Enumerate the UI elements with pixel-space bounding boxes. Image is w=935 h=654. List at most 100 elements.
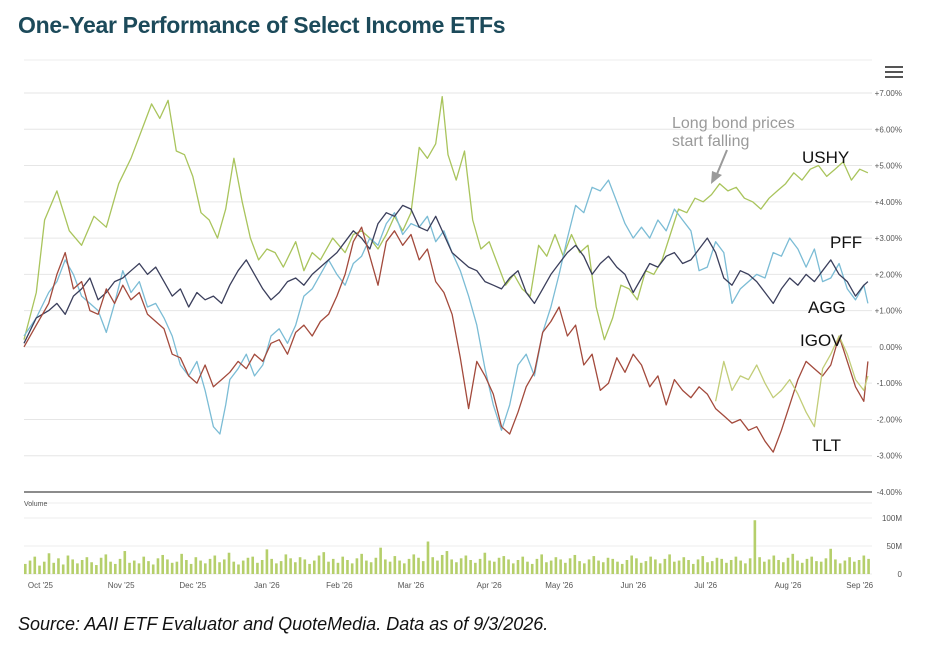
volume-bar bbox=[275, 563, 278, 574]
volume-bar bbox=[156, 558, 160, 574]
volume-bar bbox=[222, 559, 226, 574]
volume-bar bbox=[341, 556, 345, 574]
volume-bar bbox=[526, 561, 529, 574]
volume-bar bbox=[90, 562, 93, 574]
volume-bar bbox=[336, 562, 340, 574]
volume-bar bbox=[289, 558, 292, 574]
volume-bar bbox=[114, 563, 117, 574]
series-label-agg: AGG bbox=[808, 298, 846, 317]
volume-bar bbox=[663, 558, 667, 574]
volume-bar bbox=[227, 552, 231, 574]
volume-bar bbox=[199, 560, 202, 574]
volume-bar bbox=[478, 558, 482, 574]
volume-bar bbox=[521, 556, 525, 574]
volume-bar bbox=[687, 560, 690, 574]
volume-bar bbox=[360, 553, 363, 574]
volume-bar bbox=[649, 556, 652, 574]
volume-bar bbox=[384, 559, 387, 574]
x-tick-label: Jul '26 bbox=[694, 581, 717, 590]
volume-bar bbox=[758, 557, 761, 574]
volume-bar bbox=[450, 559, 453, 574]
volume-bar bbox=[729, 560, 733, 574]
volume-bar bbox=[739, 560, 742, 574]
volume-bar bbox=[308, 563, 311, 574]
volume-bar bbox=[128, 562, 131, 574]
volume-bar bbox=[625, 560, 629, 574]
volume-tick-label: 0 bbox=[898, 570, 903, 579]
volume-bar bbox=[834, 559, 837, 574]
volume-bar bbox=[516, 560, 520, 574]
y-tick-label: -3.00% bbox=[877, 452, 902, 461]
chart-menu-icon[interactable] bbox=[884, 64, 904, 80]
volume-bar bbox=[189, 563, 193, 574]
volume-bar bbox=[52, 562, 56, 574]
volume-bar bbox=[786, 557, 790, 574]
volume-bar bbox=[715, 557, 719, 574]
annotation-arrow-head bbox=[711, 171, 722, 184]
x-tick-label: Feb '26 bbox=[326, 581, 353, 590]
volume-bar bbox=[824, 558, 828, 574]
volume-bar bbox=[578, 561, 581, 574]
volume-bar bbox=[379, 547, 382, 574]
volume-bar bbox=[725, 562, 728, 574]
volume-bar bbox=[734, 556, 738, 574]
series-label-igov: IGOV bbox=[800, 331, 843, 350]
volume-bar bbox=[95, 565, 98, 574]
volume-bar bbox=[350, 563, 354, 574]
volume-bar bbox=[213, 555, 217, 574]
y-tick-label: -2.00% bbox=[877, 415, 902, 424]
series-line-agg bbox=[23, 204, 869, 344]
annotation-line-1: Long bond prices bbox=[672, 115, 795, 132]
volume-bar bbox=[464, 555, 468, 574]
volume-bar bbox=[568, 558, 572, 574]
volume-bar bbox=[402, 563, 406, 574]
volume-bar bbox=[767, 559, 771, 574]
volume-bar bbox=[530, 563, 534, 574]
volume-bar bbox=[132, 560, 136, 574]
volume-bar bbox=[583, 563, 586, 574]
annotation-line-2: start falling bbox=[672, 133, 749, 150]
y-tick-label: +5.00% bbox=[875, 162, 902, 171]
volume-bar bbox=[431, 557, 435, 574]
volume-label: Volume bbox=[24, 501, 47, 508]
y-tick-label: +6.00% bbox=[875, 125, 902, 134]
volume-bar bbox=[185, 560, 188, 574]
volume-bar bbox=[455, 562, 458, 574]
volume-bar bbox=[791, 553, 795, 574]
x-tick-label: Nov '25 bbox=[108, 581, 135, 590]
volume-bar bbox=[639, 562, 643, 574]
volume-bar bbox=[853, 561, 856, 574]
volume-bar bbox=[606, 557, 610, 574]
volume-bar bbox=[407, 558, 411, 574]
volume-bar bbox=[862, 555, 866, 574]
volume-bar bbox=[142, 556, 146, 574]
volume-bar bbox=[417, 557, 420, 574]
volume-bar bbox=[469, 560, 472, 574]
volume-bar bbox=[691, 563, 695, 574]
volume-bar bbox=[857, 560, 861, 574]
volume-bar bbox=[170, 562, 174, 574]
volume-bar bbox=[459, 558, 463, 574]
volume-bar bbox=[772, 555, 776, 574]
volume-bar bbox=[559, 559, 562, 574]
volume-bar bbox=[815, 561, 818, 574]
volume-bar bbox=[611, 558, 615, 574]
volume-bar bbox=[85, 557, 89, 574]
volume-bar bbox=[436, 560, 439, 574]
volume-bar bbox=[47, 553, 51, 574]
volume-bar bbox=[346, 560, 349, 574]
y-tick-label: +7.00% bbox=[875, 89, 902, 98]
x-tick-label: Aug '26 bbox=[775, 581, 802, 590]
volume-bar bbox=[137, 563, 141, 574]
volume-bar bbox=[654, 559, 657, 574]
volume-bar bbox=[601, 562, 605, 574]
volume-bar bbox=[331, 558, 335, 574]
volume-bar bbox=[28, 560, 32, 574]
volume-bar bbox=[426, 541, 430, 574]
volume-bar bbox=[630, 555, 633, 574]
series-line-igov bbox=[714, 335, 869, 428]
volume-bar bbox=[270, 558, 273, 574]
volume-bar bbox=[573, 554, 577, 574]
volume-bar bbox=[265, 549, 269, 574]
volume-bar bbox=[483, 552, 487, 574]
